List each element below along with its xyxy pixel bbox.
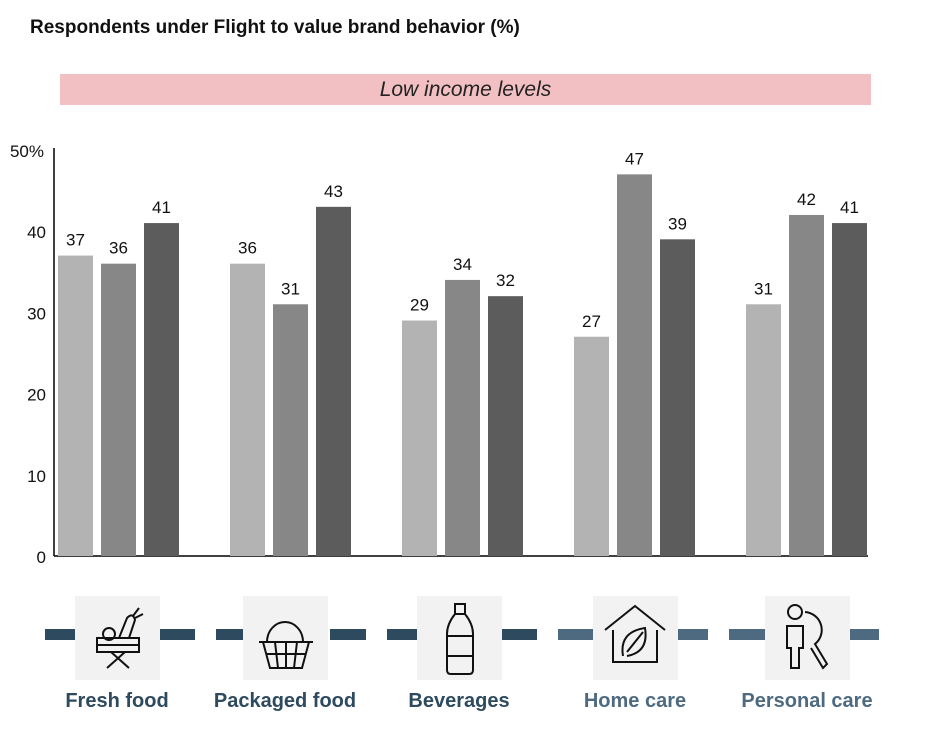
bar: [402, 320, 437, 556]
data-label: 32: [496, 271, 515, 290]
bar: [230, 263, 265, 556]
bar: [144, 223, 179, 556]
bar: [445, 279, 480, 556]
data-label: 29: [410, 296, 429, 315]
bar: [273, 304, 308, 556]
chart-title: Respondents under Flight to value brand …: [30, 17, 520, 38]
y-tick-label: 0: [37, 548, 46, 567]
bar: [832, 223, 867, 556]
bar: [746, 304, 781, 556]
person-magnifier-icon: [765, 596, 850, 680]
bar: [488, 296, 523, 556]
y-tick-label: 20: [27, 386, 46, 405]
y-tick-label: 30: [27, 304, 46, 323]
category-label: Fresh food: [65, 690, 169, 712]
bar: [58, 255, 93, 556]
data-label: 36: [109, 239, 128, 258]
bar: [660, 239, 695, 556]
bar: [574, 336, 609, 556]
data-label: 31: [754, 279, 773, 298]
vegetable-crate-icon: [75, 596, 160, 680]
data-label: 47: [625, 149, 644, 168]
data-label: 27: [582, 312, 601, 331]
data-label: 43: [324, 182, 343, 201]
home-leaf-icon: [593, 596, 678, 680]
chart-subtitle-banner: Low income levels: [60, 74, 871, 105]
data-label: 39: [668, 214, 687, 233]
data-label: 34: [453, 255, 472, 274]
bar: [101, 263, 136, 556]
y-tick-label: 10: [27, 467, 46, 486]
bar: [789, 214, 824, 556]
bar: [617, 174, 652, 557]
y-tick-label: 40: [27, 223, 46, 242]
bar-plot: 0 10 20 30 40 50% 37 36 41 36 31 43 29 34 32 27 47 39 31 42…: [10, 142, 868, 567]
basket-icon: [243, 596, 328, 680]
data-label: 42: [797, 190, 816, 209]
category-label: Personal care: [741, 690, 873, 712]
category-label: Home care: [583, 690, 687, 712]
data-label: 36: [238, 239, 257, 258]
data-label: 37: [66, 231, 85, 250]
data-label: 41: [152, 198, 171, 217]
data-label: 41: [840, 198, 859, 217]
category-label: Beverages: [408, 690, 510, 712]
bar: [316, 206, 351, 556]
bottle-icon: [417, 596, 502, 680]
category-label: Packaged food: [213, 690, 357, 712]
data-label: 31: [281, 279, 300, 298]
y-tick-label: 50%: [10, 142, 44, 161]
